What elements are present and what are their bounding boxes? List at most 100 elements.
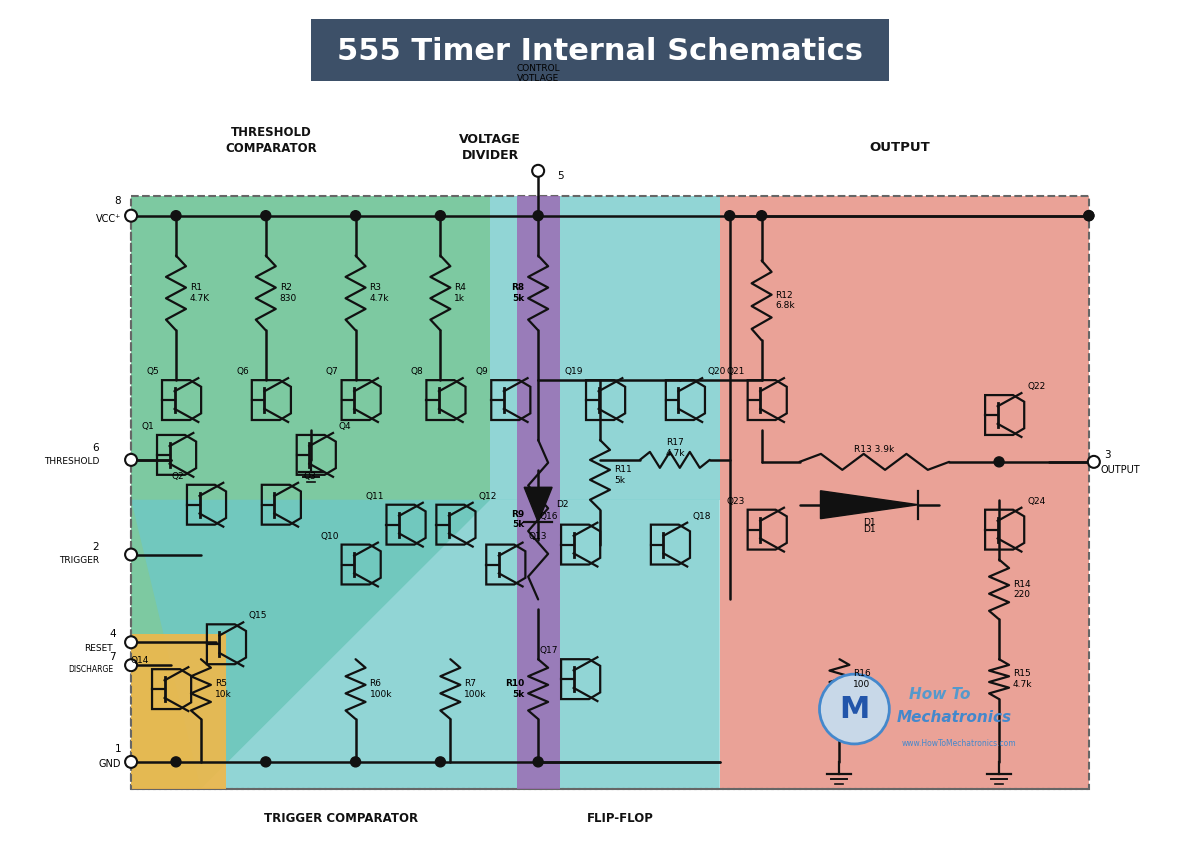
Polygon shape — [491, 196, 720, 500]
Text: 6: 6 — [92, 443, 100, 453]
Text: TRIGGER COMPARATOR: TRIGGER COMPARATOR — [264, 812, 418, 825]
Text: R16
100: R16 100 — [853, 669, 871, 689]
Text: R1
4.7K: R1 4.7K — [190, 283, 210, 303]
Text: 555 Timer Internal Schematics: 555 Timer Internal Schematics — [337, 37, 863, 66]
Polygon shape — [720, 196, 1088, 789]
Circle shape — [533, 757, 544, 767]
Text: 7: 7 — [109, 652, 116, 663]
Circle shape — [125, 210, 137, 222]
Circle shape — [125, 549, 137, 561]
Circle shape — [725, 211, 734, 221]
Text: Mechatronics: Mechatronics — [896, 710, 1012, 724]
Text: R6
100k: R6 100k — [370, 679, 392, 699]
Circle shape — [436, 211, 445, 221]
Circle shape — [125, 454, 137, 466]
Circle shape — [532, 165, 544, 177]
Circle shape — [125, 636, 137, 648]
Circle shape — [1084, 211, 1094, 221]
Text: Q17: Q17 — [540, 647, 558, 655]
Polygon shape — [200, 500, 491, 789]
Text: Q10: Q10 — [320, 532, 338, 540]
Text: OUTPUT: OUTPUT — [869, 141, 930, 154]
Text: R12
6.8k: R12 6.8k — [775, 291, 796, 310]
Text: R11
5k: R11 5k — [614, 465, 631, 485]
Text: D1: D1 — [863, 525, 876, 534]
Text: R17
4.7k: R17 4.7k — [665, 438, 684, 458]
Polygon shape — [131, 634, 226, 789]
Circle shape — [533, 211, 544, 221]
Polygon shape — [524, 487, 552, 522]
Text: 4: 4 — [109, 629, 116, 639]
Text: DISCHARGE: DISCHARGE — [68, 664, 113, 674]
Text: Q20: Q20 — [708, 368, 726, 376]
Text: Q2: Q2 — [172, 472, 184, 481]
Text: 8: 8 — [114, 196, 121, 206]
Text: THRESHOLD: THRESHOLD — [43, 458, 100, 466]
Text: Q24: Q24 — [1027, 497, 1045, 506]
Circle shape — [1088, 456, 1100, 468]
Text: Q12: Q12 — [479, 491, 497, 501]
Text: Q11: Q11 — [365, 491, 384, 501]
Text: FLIP-FLOP: FLIP-FLOP — [587, 812, 653, 825]
FancyBboxPatch shape — [311, 19, 889, 81]
Text: R3
4.7k: R3 4.7k — [370, 283, 389, 303]
Text: GND: GND — [98, 759, 121, 769]
Text: Q6: Q6 — [236, 368, 248, 376]
Circle shape — [350, 757, 360, 767]
Text: Q14: Q14 — [131, 656, 149, 665]
Text: Q19: Q19 — [564, 368, 583, 376]
Text: How To: How To — [910, 686, 971, 701]
Circle shape — [350, 211, 360, 221]
Text: VOLTAGE
DIVIDER: VOLTAGE DIVIDER — [460, 133, 521, 162]
Text: 2: 2 — [92, 541, 100, 551]
Polygon shape — [821, 491, 918, 518]
Text: D1: D1 — [863, 518, 876, 527]
Text: RESET: RESET — [84, 644, 113, 652]
Text: 5: 5 — [557, 171, 564, 180]
Text: R9
5k: R9 5k — [511, 510, 524, 529]
Text: 3: 3 — [1104, 450, 1110, 460]
Circle shape — [1084, 211, 1094, 221]
Circle shape — [170, 211, 181, 221]
Text: Q13: Q13 — [528, 532, 547, 540]
Text: R4
1k: R4 1k — [455, 283, 467, 303]
Text: R5
10k: R5 10k — [215, 679, 232, 699]
Text: D2: D2 — [556, 500, 569, 509]
Text: Q9: Q9 — [475, 368, 488, 376]
Circle shape — [436, 757, 445, 767]
Circle shape — [260, 757, 271, 767]
Text: Q4: Q4 — [338, 422, 352, 431]
Text: R14
220: R14 220 — [1013, 580, 1031, 599]
Text: R10
5k: R10 5k — [505, 679, 524, 699]
Text: Q3: Q3 — [304, 472, 317, 481]
Text: Q5: Q5 — [146, 368, 160, 376]
Text: M: M — [839, 695, 870, 723]
Text: Q18: Q18 — [692, 512, 712, 521]
Circle shape — [125, 659, 137, 671]
Text: VCC⁺: VCC⁺ — [96, 213, 121, 223]
Text: R7
100k: R7 100k — [464, 679, 487, 699]
Text: OUTPUT: OUTPUT — [1100, 464, 1140, 475]
Circle shape — [820, 674, 889, 744]
Circle shape — [125, 756, 137, 768]
Text: Q16: Q16 — [540, 512, 558, 521]
Text: Q15: Q15 — [248, 611, 268, 620]
Text: Q1: Q1 — [142, 422, 154, 431]
Text: Q7: Q7 — [326, 368, 338, 376]
Text: R15
4.7k: R15 4.7k — [1013, 669, 1032, 689]
Text: Q23: Q23 — [726, 497, 745, 506]
Polygon shape — [131, 196, 491, 789]
Text: Q8: Q8 — [410, 368, 424, 376]
Text: www.HowToMechatronics.com: www.HowToMechatronics.com — [902, 739, 1016, 749]
Text: Q22: Q22 — [1027, 382, 1045, 391]
Text: THRESHOLD
COMPARATOR: THRESHOLD COMPARATOR — [224, 126, 317, 155]
Circle shape — [994, 457, 1004, 467]
Text: CONTROL
VOTLAGE: CONTROL VOTLAGE — [516, 64, 560, 83]
Text: Q21: Q21 — [726, 368, 745, 376]
Circle shape — [260, 211, 271, 221]
Circle shape — [757, 211, 767, 221]
Text: R13 3.9k: R13 3.9k — [854, 445, 894, 454]
Polygon shape — [517, 196, 560, 789]
Text: R8
5k: R8 5k — [511, 283, 524, 303]
Text: R2
830: R2 830 — [280, 283, 296, 303]
